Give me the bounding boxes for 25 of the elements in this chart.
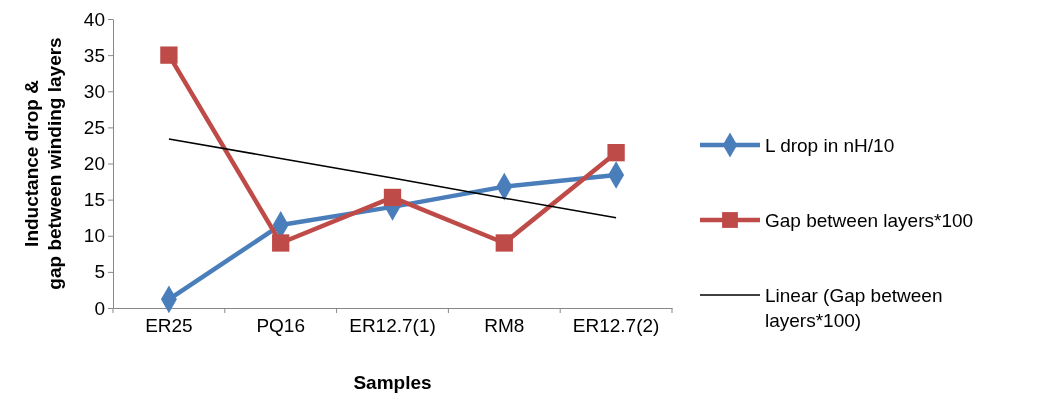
point: [160, 46, 178, 64]
y-tick-label: 15: [83, 189, 105, 211]
y-tick-label: 35: [83, 44, 105, 66]
point: [607, 144, 625, 162]
y-tick-label: 30: [83, 80, 105, 102]
y-axis-title: Inductance drop & gap between winding layers: [21, 37, 65, 290]
point: [495, 234, 513, 252]
y-tick-label: 0: [94, 297, 105, 319]
x-axis-title: Samples: [353, 372, 432, 393]
line-series: [168, 138, 617, 219]
legend-label: Gap between layers*100: [765, 210, 974, 231]
x-tick-label: ER12.7(1): [349, 314, 436, 336]
y-tick-label: 25: [83, 116, 105, 138]
x-tick-label: PQ16: [256, 314, 305, 336]
legend-label: Linear (Gap between layers*100): [765, 285, 943, 331]
y-tick-label: 10: [83, 225, 105, 247]
x-tick-label: ER12.7(2): [572, 314, 660, 336]
x-tick-label: ER25: [145, 314, 193, 336]
y-tick-label: 20: [83, 153, 105, 175]
legend-label: L drop in nH/10: [765, 135, 895, 156]
x-tick-label: RM8: [484, 314, 525, 336]
point: [383, 188, 402, 207]
point: [272, 234, 290, 252]
y-tick-label: 40: [83, 8, 105, 30]
y-tick-label: 5: [94, 261, 105, 283]
